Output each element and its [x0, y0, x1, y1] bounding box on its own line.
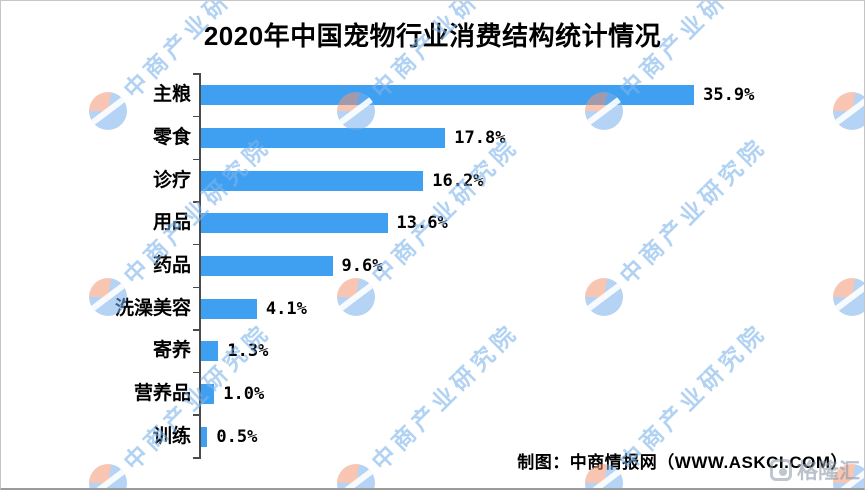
chart-title: 2020年中国宠物行业消费结构统计情况 [203, 21, 662, 51]
value-label: 17.8% [454, 127, 506, 148]
axis-tick [192, 158, 201, 161]
axis-tick [192, 371, 201, 374]
category-label: 零食 [152, 126, 191, 148]
bar [200, 255, 333, 276]
category-label: 用品 [152, 212, 191, 234]
axis-tick [192, 115, 201, 118]
value-label: 35.9% [703, 85, 755, 106]
category-label: 主粮 [152, 84, 191, 106]
value-label: 4.1% [265, 298, 307, 319]
axis-tick [192, 286, 201, 288]
value-label: 0.5% [216, 426, 258, 447]
category-label: 诊疗 [152, 169, 191, 191]
category-label: 寄养 [152, 340, 191, 362]
axis-tick [192, 73, 201, 75]
category-label: 洗澡美容 [114, 297, 191, 319]
bar [200, 426, 208, 447]
bar [200, 213, 388, 234]
category-label: 药品 [152, 254, 191, 276]
axis-tick [192, 201, 201, 203]
bar [200, 170, 424, 191]
y-axis-line [199, 74, 201, 458]
axis-tick [192, 414, 201, 416]
category-label: 训练 [152, 425, 191, 447]
value-label: 16.2% [432, 170, 484, 191]
bar [200, 341, 219, 362]
category-label: 营养品 [133, 382, 191, 404]
axis-tick [192, 243, 201, 246]
axis-tick [192, 457, 201, 459]
value-label: 9.6% [341, 255, 383, 276]
bar [200, 383, 215, 404]
value-label: 13.6% [396, 213, 448, 234]
axis-tick [192, 329, 201, 331]
bar [200, 85, 695, 106]
bar [200, 298, 257, 319]
bar [200, 127, 446, 148]
value-label: 1.0% [223, 383, 265, 404]
value-label: 1.3% [227, 341, 269, 362]
source-note: 制图：中商情报网（WWW.ASKCI.COM） [517, 453, 848, 472]
